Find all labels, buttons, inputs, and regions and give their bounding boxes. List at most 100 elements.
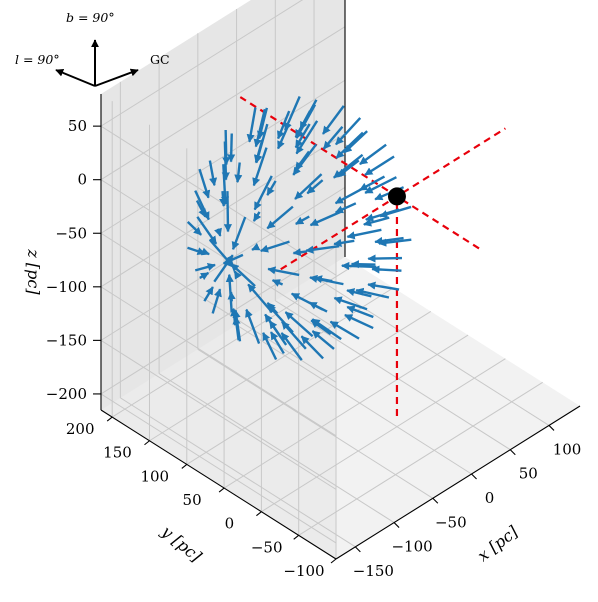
velocity-arrow <box>219 190 228 207</box>
z-tick-label: −150 <box>46 331 87 349</box>
grid-line <box>111 263 357 418</box>
velocity-arrow <box>333 296 368 311</box>
orientation-indicator: b = 90° l = 90° GC <box>15 10 170 87</box>
velocity-arrow <box>269 331 285 355</box>
y-tick-mark <box>181 463 188 469</box>
velocity-arrow <box>364 176 397 194</box>
y-tick-mark <box>256 511 262 517</box>
z-axis-label: z [pc] <box>24 248 43 295</box>
y-tick-mark <box>218 487 225 493</box>
x-tick-label: 100 <box>553 440 582 458</box>
velocity-arrow <box>309 210 343 227</box>
velocity-arrow <box>259 240 290 253</box>
grid-line <box>100 0 304 127</box>
y-axis-label: y [pc] <box>157 521 206 566</box>
grid-line <box>313 276 550 426</box>
velocity-arrow <box>266 180 277 196</box>
velocity-arrow <box>194 190 210 221</box>
y-tick-label: 200 <box>66 420 95 438</box>
velocity-arrow <box>211 288 222 314</box>
velocity-arrow <box>223 191 232 233</box>
velocity-arrow <box>355 287 390 299</box>
z-tick-label: 50 <box>68 117 87 135</box>
velocity-arrow <box>306 179 324 195</box>
velocity-arrow <box>346 305 374 319</box>
grid-line <box>236 324 472 475</box>
velocity-arrow <box>230 263 256 287</box>
y-tick-label: −100 <box>283 562 324 580</box>
velocity-arrow <box>367 281 400 291</box>
velocity-arrow <box>246 107 257 143</box>
velocity-arrow <box>194 262 216 272</box>
velocity-arrow <box>359 143 387 166</box>
gc-direction-label: GC <box>150 52 170 67</box>
velocity-arrow <box>276 110 291 140</box>
b-direction-label: b = 90° <box>66 10 115 25</box>
velocity-arrow <box>346 228 382 240</box>
velocity-arrow <box>344 313 374 330</box>
velocity-arrow <box>363 216 390 227</box>
velocity-arrow <box>284 311 314 338</box>
sun-marker <box>387 187 406 206</box>
z-tick-label: −100 <box>46 278 87 296</box>
y-tick-label: −50 <box>251 538 283 556</box>
x-tick-label: −50 <box>435 513 467 531</box>
velocity-arrow <box>333 153 364 179</box>
grid-line <box>100 240 346 395</box>
velocity-arrow <box>253 108 267 148</box>
velocity-arrow <box>253 175 273 211</box>
z-tick-label: −200 <box>46 385 87 403</box>
velocity-arrow <box>333 238 355 247</box>
velocity-arrow <box>335 117 362 146</box>
velocity-arrow <box>264 313 288 346</box>
grid-line <box>100 79 346 234</box>
velocity-arrow <box>225 273 234 313</box>
velocity-arrow <box>295 215 310 226</box>
velocity-arrow <box>280 332 303 361</box>
velocity-arrow <box>186 220 203 236</box>
velocity-arrow <box>187 246 206 256</box>
grid-line <box>158 373 395 523</box>
x-tick-mark <box>354 546 361 553</box>
velocity-arrow <box>365 208 400 222</box>
velocity-arrow <box>233 270 242 280</box>
velocity-arrow <box>290 292 324 311</box>
y-tick-mark <box>144 440 150 446</box>
y-tick-label: 150 <box>103 444 132 462</box>
velocity-arrow <box>199 271 210 281</box>
velocity-arrow <box>292 143 318 176</box>
velocity-arrow <box>262 332 278 361</box>
y-axis-line <box>100 409 337 560</box>
l-direction-label: l = 90° <box>15 52 60 67</box>
grid-line <box>186 310 432 465</box>
velocity-arrow <box>334 185 368 205</box>
velocity-arrow <box>309 274 344 286</box>
velocity-arrow <box>294 173 323 200</box>
grid-line <box>120 397 356 548</box>
velocity-arrow <box>203 286 214 302</box>
axes-panes <box>101 0 580 559</box>
velocity-arrow <box>196 216 218 245</box>
y-tick-mark <box>293 534 300 540</box>
x-tick-mark <box>471 473 477 480</box>
velocity-arrow <box>378 238 412 247</box>
velocity-arrow <box>284 96 301 131</box>
velocity-arrow <box>227 133 236 163</box>
y-tick-label: 100 <box>140 467 169 485</box>
grid-line <box>261 358 506 513</box>
velocity-arrow <box>300 335 324 360</box>
y-tick-label: 50 <box>183 491 202 509</box>
velocity-arrow <box>271 279 284 287</box>
velocity-arrow <box>311 318 342 341</box>
grid-line <box>100 232 337 383</box>
velocity-arrow <box>234 162 243 183</box>
velocity-arrow <box>295 104 317 139</box>
velocity-arrow <box>371 265 402 274</box>
velocity-arrow <box>335 131 364 159</box>
gc-direction-arrow <box>94 68 139 87</box>
y-tick-mark <box>106 416 113 422</box>
velocity-arrow <box>322 105 345 135</box>
grid-line <box>223 334 469 489</box>
velocity-arrow <box>322 125 344 150</box>
